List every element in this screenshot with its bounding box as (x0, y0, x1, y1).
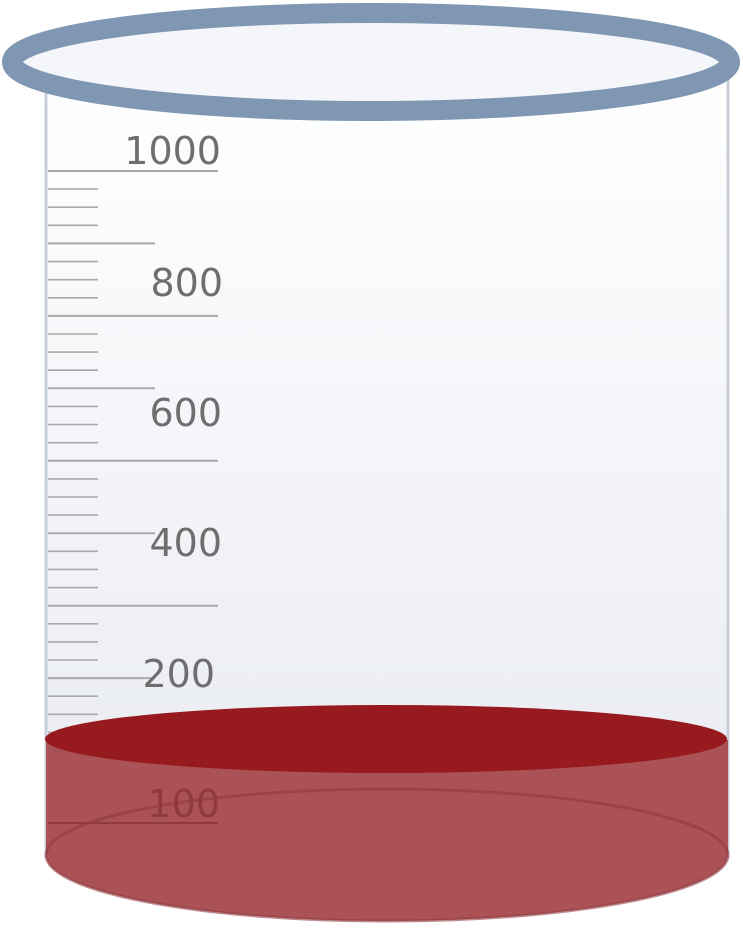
liquid-surface (45, 705, 727, 773)
liquid: 100 (44, 705, 730, 923)
scale-label-800: 800 (150, 261, 223, 305)
scale-label-600: 600 (149, 391, 222, 435)
scale-label-400: 400 (149, 521, 222, 565)
liquid-body (46, 740, 728, 921)
beaker-rim (2, 3, 740, 121)
beaker-glass (46, 62, 729, 921)
scale-label-200: 200 (142, 652, 215, 696)
scale-label-1000: 1000 (124, 129, 221, 173)
scale-label-100: 100 (147, 782, 220, 826)
scale-labels: 1000 800 600 400 200 (124, 129, 223, 696)
liquid-bottom-edge (44, 787, 730, 923)
